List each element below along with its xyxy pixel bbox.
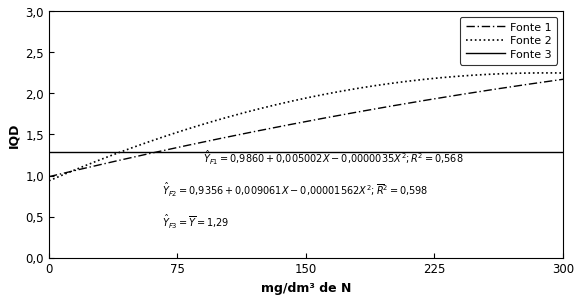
Fonte 3: [178, 150, 185, 154]
Fonte 3: [432, 150, 439, 154]
Line: Fonte 2: Fonte 2: [49, 73, 563, 181]
Fonte 2: [45, 179, 52, 183]
Y-axis label: IQD: IQD: [7, 122, 20, 147]
Fonte 3: [389, 150, 396, 154]
Fonte 1: [560, 78, 566, 82]
Fonte 3: [137, 150, 144, 154]
Fonte 3: [45, 150, 52, 154]
Fonte 2: [278, 102, 285, 106]
Fonte 1: [349, 112, 356, 115]
Fonte 2: [389, 82, 396, 85]
Fonte 1: [178, 145, 185, 149]
Fonte 2: [542, 72, 549, 75]
Fonte 2: [178, 130, 185, 133]
Fonte 1: [137, 154, 144, 158]
Fonte 1: [389, 104, 396, 108]
Fonte 2: [560, 72, 566, 75]
Fonte 1: [432, 97, 439, 101]
Fonte 2: [432, 77, 439, 80]
Fonte 3: [349, 150, 356, 154]
Line: Fonte 1: Fonte 1: [49, 80, 563, 177]
Text: $\hat{Y}_{F1}=0{,}9860+0{,}005002X-0{,}0000035X^2;\overline{R}^2=0{,}568$: $\hat{Y}_{F1}=0{,}9860+0{,}005002X-0{,}0…: [203, 149, 464, 167]
Fonte 1: [278, 125, 285, 129]
Fonte 2: [137, 144, 144, 147]
X-axis label: mg/dm³ de N: mg/dm³ de N: [261, 281, 351, 294]
Legend: Fonte 1, Fonte 2, Fonte 3: Fonte 1, Fonte 2, Fonte 3: [460, 17, 557, 65]
Fonte 1: [45, 175, 52, 179]
Text: $\hat{Y}_{F3}=\overline{Y}=1{,}29$: $\hat{Y}_{F3}=\overline{Y}=1{,}29$: [162, 213, 229, 231]
Text: $\hat{Y}_{F2}=0{,}9356+0{,}009061X-0{,}00001562X^2;\overline{R}^2=0{,}598$: $\hat{Y}_{F2}=0{,}9356+0{,}009061X-0{,}0…: [162, 181, 428, 199]
Fonte 3: [560, 150, 566, 154]
Fonte 2: [349, 88, 356, 92]
Fonte 3: [278, 150, 285, 154]
